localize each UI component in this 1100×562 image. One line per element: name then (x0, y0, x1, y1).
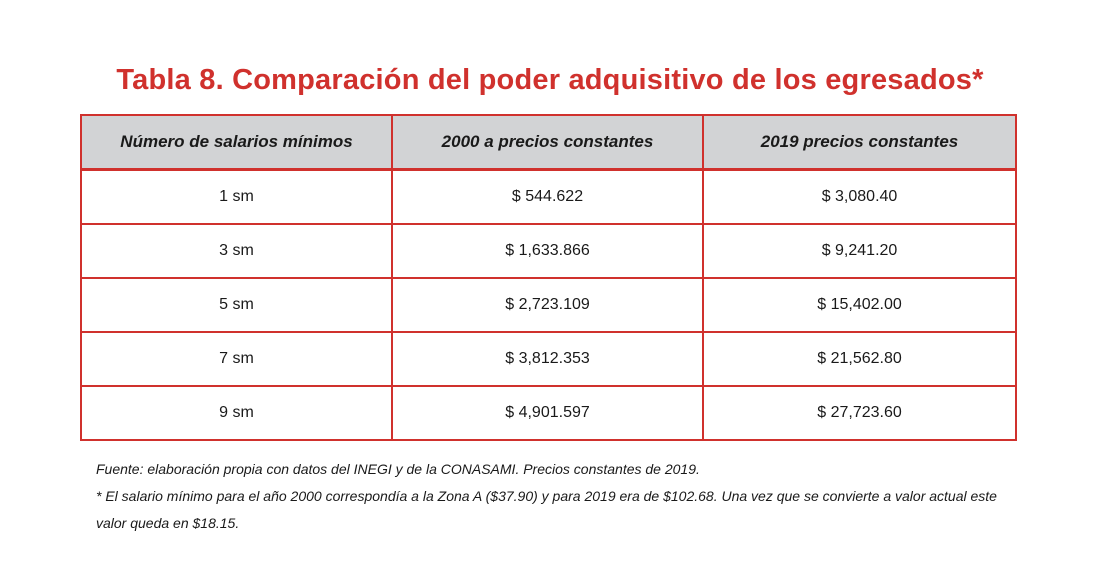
cell-2019-value: $ 15,402.00 (702, 277, 1017, 333)
table-row: 3 sm $ 1,633.866 $ 9,241.20 (80, 223, 1017, 279)
cell-minimum-wages: 5 sm (80, 277, 393, 333)
column-header-2019-prices: 2019 precios constantes (702, 114, 1017, 171)
table-notes: Fuente: elaboración propia con datos del… (96, 456, 1016, 537)
cell-2019-value: $ 21,562.80 (702, 331, 1017, 387)
cell-2000-value: $ 4,901.597 (391, 385, 704, 441)
cell-minimum-wages: 9 sm (80, 385, 393, 441)
table-row: 7 sm $ 3,812.353 $ 21,562.80 (80, 331, 1017, 387)
cell-2019-value: $ 9,241.20 (702, 223, 1017, 279)
cell-2000-value: $ 1,633.866 (391, 223, 704, 279)
cell-2000-value: $ 3,812.353 (391, 331, 704, 387)
cell-2000-value: $ 544.622 (391, 168, 704, 225)
table-title: Tabla 8. Comparación del poder adquisiti… (116, 64, 984, 96)
cell-minimum-wages: 3 sm (80, 223, 393, 279)
purchasing-power-table: Número de salarios mínimos 2000 a precio… (80, 114, 1017, 441)
table-row: 5 sm $ 2,723.109 $ 15,402.00 (80, 277, 1017, 333)
cell-2019-value: $ 3,080.40 (702, 168, 1017, 225)
cell-2019-value: $ 27,723.60 (702, 385, 1017, 441)
column-header-minimum-wages: Número de salarios mínimos (80, 114, 393, 171)
table-row: 1 sm $ 544.622 $ 3,080.40 (80, 168, 1017, 225)
table-header-row: Número de salarios mínimos 2000 a precio… (80, 114, 1017, 171)
table-row: 9 sm $ 4,901.597 $ 27,723.60 (80, 385, 1017, 441)
cell-minimum-wages: 7 sm (80, 331, 393, 387)
source-note: Fuente: elaboración propia con datos del… (96, 461, 700, 477)
cell-minimum-wages: 1 sm (80, 168, 393, 225)
cell-2000-value: $ 2,723.109 (391, 277, 704, 333)
footnote: * El salario mínimo para el año 2000 cor… (96, 488, 997, 531)
column-header-2000-prices: 2000 a precios constantes (391, 114, 704, 171)
